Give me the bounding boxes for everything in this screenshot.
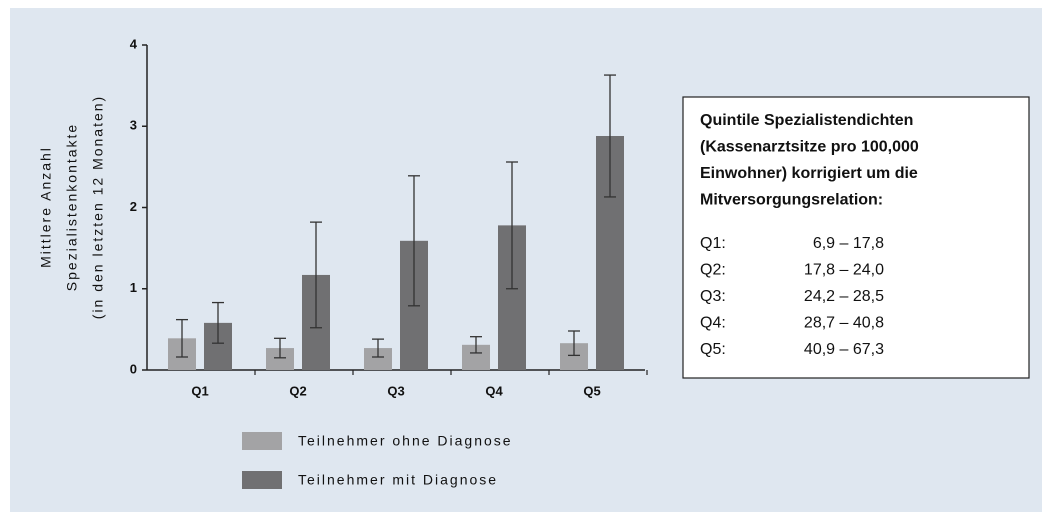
annotation-range: 40,9 – 67,3 [804, 341, 884, 358]
error-bar [310, 221, 322, 329]
annotation-label: Q1: [700, 235, 726, 252]
bar [364, 348, 392, 370]
annotation-title: Quintile Spezialistendichten [700, 112, 913, 129]
y-axis-label: Spezialistenkontakte [64, 123, 80, 291]
legend-swatch [242, 471, 282, 489]
error-bar [408, 175, 420, 307]
y-tick-label: 3 [130, 118, 137, 133]
error-bar [212, 301, 224, 344]
error-bar [604, 74, 616, 198]
error-bar [274, 337, 286, 359]
annotation-range: 28,7 – 40,8 [804, 315, 884, 332]
error-bar [568, 330, 580, 357]
bar [266, 348, 294, 370]
annotation-title: Einwohner) korrigiert um die [700, 165, 918, 182]
error-bar [176, 318, 188, 358]
y-tick-label: 2 [130, 199, 137, 214]
y-tick-label: 1 [130, 280, 137, 295]
annotation-title: Mitversorgungsrelation: [700, 192, 883, 209]
error-bar [470, 336, 482, 354]
x-tick-label: Q4 [485, 383, 503, 398]
annotation-title: (Kassenarztsitze pro 100,000 [700, 139, 919, 156]
error-bar [372, 338, 384, 358]
x-tick-label: Q3 [387, 383, 404, 398]
annotation-label: Q2: [700, 262, 726, 279]
annotation-label: Q5: [700, 341, 726, 358]
legend-label: Teilnehmer ohne Diagnose [298, 433, 513, 449]
legend-swatch [242, 432, 282, 450]
legend-label: Teilnehmer mit Diagnose [298, 472, 498, 488]
annotation-range: 24,2 – 28,5 [804, 288, 884, 305]
y-tick-label: 4 [130, 36, 138, 51]
annotation-label: Q4: [700, 315, 726, 332]
annotation-box [682, 96, 1030, 379]
annotation-label: Q3: [700, 288, 726, 305]
annotation-range: 17,8 – 24,0 [804, 262, 884, 279]
x-tick-label: Q1 [191, 383, 208, 398]
y-axis-label: (in den letzten 12 Monaten) [90, 95, 106, 319]
x-tick-label: Q5 [583, 383, 600, 398]
x-tick-label: Q2 [289, 383, 306, 398]
y-tick-label: 0 [130, 361, 137, 376]
error-bar [506, 161, 518, 290]
y-axis-label: Mittlere Anzahl [38, 146, 54, 268]
annotation-range: 6,9 – 17,8 [813, 235, 884, 252]
